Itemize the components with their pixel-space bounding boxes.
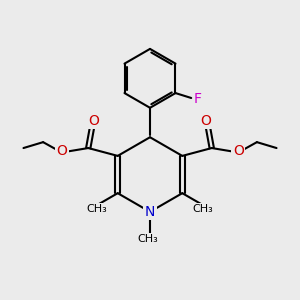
Text: CH₃: CH₃ bbox=[87, 204, 107, 214]
Text: O: O bbox=[89, 114, 100, 128]
Text: O: O bbox=[56, 144, 67, 158]
Text: CH₃: CH₃ bbox=[193, 204, 213, 214]
Text: CH₃: CH₃ bbox=[138, 234, 158, 244]
Text: N: N bbox=[145, 205, 155, 219]
Text: O: O bbox=[233, 144, 244, 158]
Text: O: O bbox=[200, 114, 211, 128]
Text: F: F bbox=[194, 92, 202, 106]
